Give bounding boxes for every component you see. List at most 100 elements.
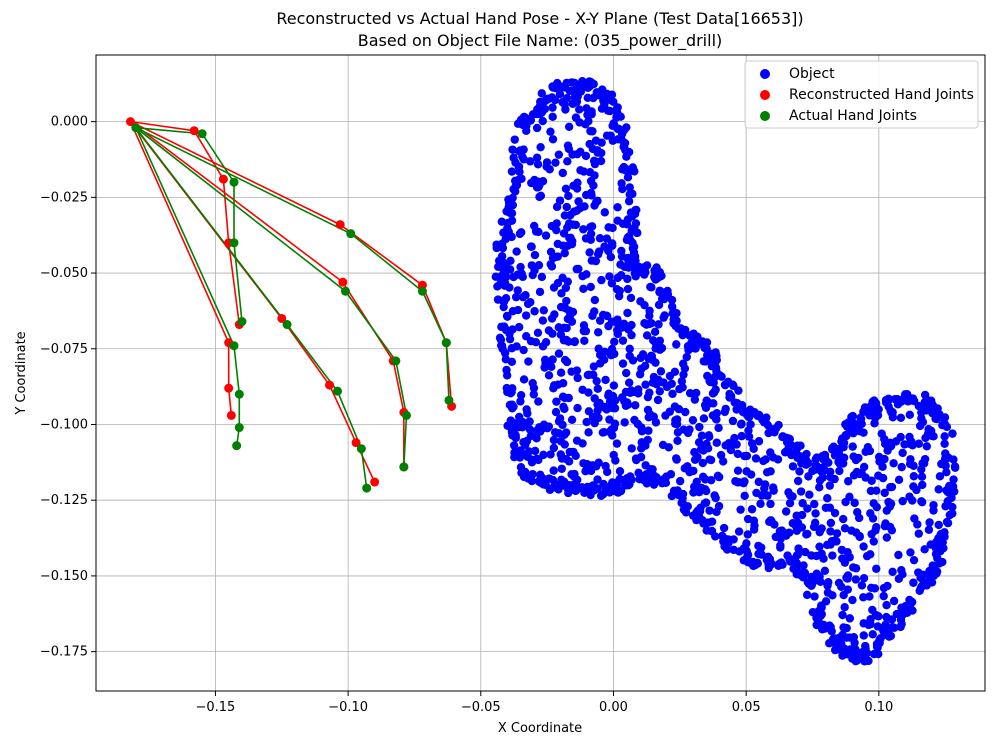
object-point — [744, 426, 753, 435]
object-point — [850, 498, 859, 508]
object-point — [584, 407, 594, 416]
object-point — [887, 482, 897, 492]
object-point — [879, 591, 888, 601]
object-point — [522, 405, 531, 414]
object-point — [649, 471, 659, 480]
object-point — [649, 480, 659, 489]
object-point — [643, 405, 653, 415]
object-point — [608, 403, 617, 413]
object-point — [602, 131, 612, 140]
object-point — [507, 400, 517, 409]
object-point — [835, 459, 844, 468]
object-point — [889, 596, 899, 606]
object-point — [586, 235, 595, 244]
object-point — [909, 555, 919, 565]
actual-joint-point — [399, 462, 409, 472]
object-point — [859, 593, 868, 602]
object-point — [625, 183, 634, 192]
object-point — [556, 330, 566, 339]
object-point — [503, 421, 512, 430]
object-point — [711, 532, 720, 541]
object-point — [530, 446, 540, 456]
object-point — [810, 499, 819, 509]
object-point — [556, 368, 566, 377]
object-point — [848, 442, 857, 451]
object-point — [667, 491, 677, 501]
object-point — [937, 459, 946, 469]
object-point — [665, 407, 675, 416]
object-point — [796, 441, 805, 450]
object-point — [838, 514, 848, 524]
object-point — [499, 302, 508, 312]
object-point — [607, 317, 617, 326]
object-point — [753, 559, 762, 568]
object-point — [548, 103, 557, 112]
actual-joint-point — [237, 317, 247, 327]
object-point — [619, 475, 628, 485]
object-point — [817, 603, 826, 612]
object-point — [598, 85, 607, 94]
object-point — [525, 417, 534, 426]
object-point — [828, 551, 837, 560]
object-point — [894, 574, 904, 584]
object-point — [924, 525, 934, 534]
object-point — [766, 516, 776, 525]
object-point — [674, 404, 684, 414]
object-point — [616, 260, 625, 269]
object-point — [675, 476, 685, 486]
object-point — [872, 639, 882, 649]
object-point — [914, 439, 924, 448]
object-point — [523, 452, 532, 462]
object-point — [734, 386, 743, 395]
object-point — [781, 507, 791, 516]
object-point — [805, 490, 814, 499]
object-point — [601, 375, 610, 385]
object-point — [512, 247, 521, 256]
object-point — [546, 127, 555, 136]
object-point — [801, 547, 810, 557]
object-point — [536, 142, 545, 152]
actual-joint-point — [234, 423, 244, 433]
object-point — [517, 174, 526, 183]
object-point — [552, 397, 561, 406]
object-point — [655, 387, 665, 396]
object-point — [706, 455, 716, 465]
object-point — [793, 476, 803, 486]
object-point — [863, 443, 873, 452]
actual-joint-point — [229, 238, 239, 248]
object-point — [720, 407, 729, 417]
object-point — [542, 94, 551, 104]
object-point — [709, 358, 718, 367]
object-point — [779, 528, 788, 537]
object-point — [579, 284, 588, 294]
object-point — [550, 95, 560, 105]
object-point — [679, 370, 688, 379]
plot-frame — [95, 54, 986, 692]
object-point — [623, 284, 633, 294]
object-point — [880, 488, 889, 498]
object-point — [678, 359, 688, 368]
object-point — [826, 518, 836, 528]
object-point — [564, 122, 574, 131]
object-point — [551, 407, 561, 417]
object-point — [580, 488, 589, 498]
object-point — [812, 620, 821, 630]
object-point — [593, 148, 602, 157]
object-point — [533, 160, 543, 169]
object-point — [940, 528, 949, 537]
object-point — [626, 293, 636, 303]
object-point — [776, 541, 785, 550]
object-point — [519, 345, 528, 355]
object-point — [912, 485, 921, 495]
object-point — [717, 372, 726, 381]
object-point — [874, 612, 883, 621]
object-point — [774, 561, 783, 570]
object-point — [929, 500, 938, 510]
object-point — [907, 597, 916, 606]
object-point — [743, 530, 752, 539]
object-point — [766, 499, 775, 509]
actual-joint-point — [441, 338, 451, 348]
object-point — [681, 407, 690, 417]
actual-joint-point — [282, 320, 292, 330]
object-point — [880, 434, 889, 444]
